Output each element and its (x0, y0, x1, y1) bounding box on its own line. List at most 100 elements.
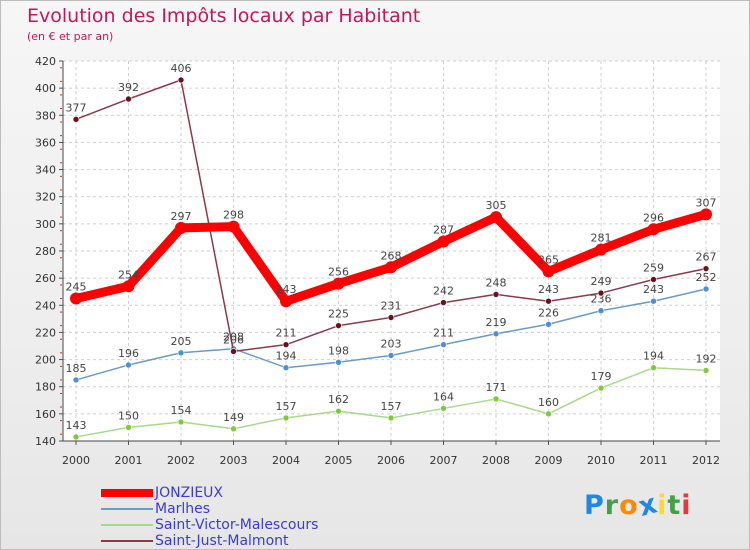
data-label-jonzieux: 305 (486, 199, 507, 212)
data-label-saint-just-malmont: 211 (276, 327, 297, 340)
data-label-jonzieux: 307 (696, 196, 717, 209)
data-point-saint-just-malmont (702, 265, 710, 272)
y-tick-label: 180 (35, 381, 56, 394)
data-label-jonzieux: 254 (118, 268, 139, 281)
data-label-jonzieux: 296 (643, 211, 664, 224)
data-point-jonzieux (280, 295, 292, 308)
data-point-saint-victor-malescours (230, 425, 237, 433)
y-tick-label: 400 (35, 82, 56, 95)
data-label-saint-just-malmont: 392 (118, 81, 139, 94)
data-label-marlhes: 211 (433, 327, 454, 340)
x-tick-label: 2003 (220, 454, 248, 467)
legend-item: Saint-Victor-Malescours (101, 517, 318, 533)
y-tick-label: 360 (35, 136, 56, 149)
legend-label: JONZIEUX (155, 485, 224, 501)
data-label-saint-just-malmont: 243 (538, 283, 559, 296)
data-label-jonzieux: 281 (591, 232, 612, 245)
data-label-marlhes: 208 (223, 331, 244, 344)
legend-label: Marlhes (155, 501, 211, 517)
chart-subtitle: (en € et par an) (27, 30, 114, 43)
logo-letter: P (584, 490, 605, 521)
data-point-marlhes (72, 376, 80, 384)
data-point-saint-victor-malescours (72, 433, 80, 441)
data-label-saint-just-malmont: 249 (591, 275, 612, 288)
x-tick-label: 2007 (430, 454, 458, 467)
x-tick-label: 2004 (272, 454, 300, 467)
y-tick-label: 420 (35, 55, 56, 68)
data-label-saint-victor-malescours: 157 (381, 400, 402, 413)
x-tick-label: 2011 (640, 454, 668, 467)
data-point-saint-victor-malescours (702, 367, 710, 374)
y-tick-label: 260 (35, 272, 56, 285)
data-label-saint-victor-malescours: 154 (171, 404, 192, 417)
data-label-saint-victor-malescours: 171 (486, 381, 507, 394)
data-label-saint-victor-malescours: 194 (643, 350, 664, 363)
data-point-marlhes (440, 341, 447, 348)
data-point-marlhes (492, 330, 500, 338)
data-label-saint-victor-malescours: 157 (276, 400, 297, 413)
data-point-marlhes (282, 364, 290, 372)
data-label-saint-just-malmont: 242 (433, 285, 454, 298)
x-tick-label: 2001 (115, 454, 143, 467)
data-label-marlhes: 236 (591, 293, 612, 306)
data-label-marlhes: 185 (66, 362, 87, 375)
data-label-marlhes: 194 (276, 350, 297, 363)
data-point-saint-just-malmont (597, 289, 605, 297)
y-tick-label: 160 (35, 408, 56, 421)
legend-swatch (101, 508, 153, 510)
data-label-jonzieux: 256 (328, 266, 349, 279)
logo-letter: o (619, 490, 639, 521)
data-label-saint-victor-malescours: 164 (433, 390, 454, 403)
data-point-marlhes (597, 307, 605, 315)
data-label-marlhes: 219 (486, 316, 507, 329)
y-tick-label: 300 (35, 218, 56, 231)
data-point-saint-victor-malescours (125, 424, 132, 431)
data-label-marlhes: 252 (696, 271, 717, 284)
data-label-marlhes: 205 (171, 335, 192, 348)
data-point-saint-victor-malescours (545, 410, 552, 418)
y-tick-label: 220 (35, 326, 56, 339)
data-label-saint-just-malmont: 206 (223, 333, 244, 346)
data-label-saint-victor-malescours: 143 (66, 419, 87, 432)
x-tick-label: 2005 (325, 454, 353, 467)
legend-swatch (101, 489, 153, 497)
data-point-jonzieux (647, 223, 660, 236)
data-label-saint-just-malmont: 231 (381, 300, 402, 313)
data-point-saint-just-malmont (125, 95, 132, 103)
data-point-saint-just-malmont (282, 341, 290, 348)
y-tick-label: 240 (35, 299, 56, 312)
data-point-marlhes (702, 285, 710, 293)
data-point-saint-just-malmont (440, 299, 447, 306)
x-tick-label: 2008 (482, 454, 510, 467)
logo-letter: i (681, 490, 692, 521)
data-point-jonzieux (490, 211, 502, 224)
data-point-saint-just-malmont (545, 297, 552, 305)
data-point-marlhes (125, 361, 132, 369)
data-point-jonzieux (595, 243, 607, 256)
data-point-jonzieux (122, 280, 135, 293)
data-label-saint-victor-malescours: 160 (538, 396, 559, 409)
data-label-jonzieux: 297 (171, 210, 192, 223)
logo-letter: i (657, 490, 668, 521)
data-point-saint-victor-malescours (177, 418, 185, 426)
legend-item: Marlhes (101, 501, 210, 517)
data-point-marlhes (387, 352, 395, 359)
data-point-jonzieux (700, 208, 712, 221)
data-label-marlhes: 243 (643, 283, 664, 296)
data-point-saint-just-malmont (387, 314, 395, 321)
data-point-jonzieux (542, 265, 555, 278)
data-point-jonzieux (227, 220, 240, 233)
legend-swatch (101, 524, 153, 526)
data-label-marlhes: 198 (328, 344, 349, 357)
x-tick-label: 2012 (692, 454, 720, 467)
data-point-saint-just-malmont (230, 348, 237, 355)
y-tick-label: 140 (35, 435, 56, 448)
y-tick-label: 320 (35, 191, 56, 204)
data-label-saint-victor-malescours: 150 (118, 409, 139, 422)
data-label-jonzieux: 287 (433, 224, 454, 237)
x-tick-label: 2010 (587, 454, 615, 467)
data-point-saint-victor-malescours (492, 395, 500, 403)
data-label-saint-victor-malescours: 162 (328, 393, 349, 406)
data-point-saint-victor-malescours (650, 364, 657, 372)
